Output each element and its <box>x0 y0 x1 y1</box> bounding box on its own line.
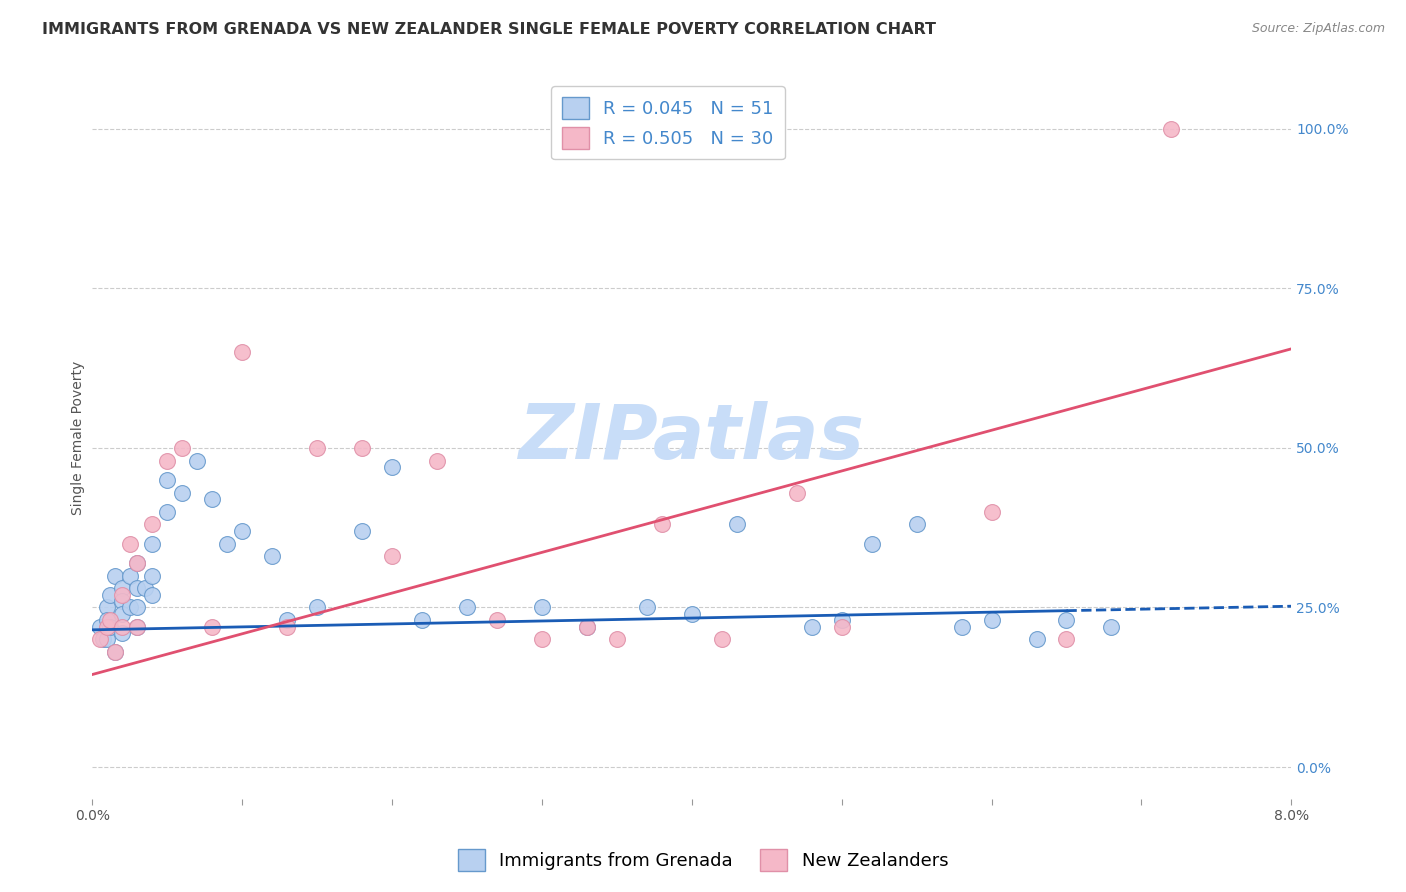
Point <box>305 441 328 455</box>
Point <box>636 600 658 615</box>
Point <box>905 517 928 532</box>
Point <box>172 485 194 500</box>
Point <box>426 453 449 467</box>
Point <box>305 600 328 615</box>
Point <box>134 582 156 596</box>
Point <box>217 536 239 550</box>
Point <box>104 645 127 659</box>
Point <box>96 620 118 634</box>
Point <box>156 505 179 519</box>
Point <box>575 620 598 634</box>
Point <box>786 485 808 500</box>
Point <box>141 588 163 602</box>
Point <box>1056 613 1078 627</box>
Point <box>651 517 673 532</box>
Point <box>831 620 853 634</box>
Point <box>127 620 149 634</box>
Point <box>111 626 134 640</box>
Point <box>141 517 163 532</box>
Point <box>118 568 141 582</box>
Point <box>381 460 404 475</box>
Point <box>231 345 253 359</box>
Point <box>111 582 134 596</box>
Point <box>118 536 141 550</box>
Point <box>156 453 179 467</box>
Point <box>276 613 298 627</box>
Point <box>456 600 478 615</box>
Point <box>141 568 163 582</box>
Point <box>530 632 553 647</box>
Point <box>111 594 134 608</box>
Legend: Immigrants from Grenada, New Zealanders: Immigrants from Grenada, New Zealanders <box>450 842 956 879</box>
Point <box>606 632 628 647</box>
Point <box>350 441 373 455</box>
Point <box>201 620 224 634</box>
Point <box>800 620 823 634</box>
Point <box>104 568 127 582</box>
Point <box>710 632 733 647</box>
Point <box>127 556 149 570</box>
Point <box>98 620 121 634</box>
Y-axis label: Single Female Poverty: Single Female Poverty <box>72 361 86 516</box>
Point <box>89 620 111 634</box>
Point <box>1160 121 1182 136</box>
Point <box>104 645 127 659</box>
Point <box>127 620 149 634</box>
Point <box>530 600 553 615</box>
Point <box>860 536 883 550</box>
Point <box>156 473 179 487</box>
Point <box>276 620 298 634</box>
Point <box>231 524 253 538</box>
Point <box>950 620 973 634</box>
Point <box>1101 620 1123 634</box>
Point <box>201 491 224 506</box>
Point <box>89 632 111 647</box>
Point <box>1025 632 1047 647</box>
Point <box>260 549 283 564</box>
Point <box>186 453 208 467</box>
Text: IMMIGRANTS FROM GRENADA VS NEW ZEALANDER SINGLE FEMALE POVERTY CORRELATION CHART: IMMIGRANTS FROM GRENADA VS NEW ZEALANDER… <box>42 22 936 37</box>
Point <box>127 556 149 570</box>
Point <box>127 600 149 615</box>
Legend: R = 0.045   N = 51, R = 0.505   N = 30: R = 0.045 N = 51, R = 0.505 N = 30 <box>551 87 785 160</box>
Point <box>1056 632 1078 647</box>
Point <box>96 632 118 647</box>
Point <box>96 600 118 615</box>
Point <box>485 613 508 627</box>
Point <box>831 613 853 627</box>
Point <box>141 536 163 550</box>
Point <box>350 524 373 538</box>
Text: ZIPatlas: ZIPatlas <box>519 401 865 475</box>
Point <box>118 600 141 615</box>
Point <box>681 607 703 621</box>
Point <box>91 632 114 647</box>
Point <box>725 517 748 532</box>
Point <box>980 613 1002 627</box>
Point <box>411 613 433 627</box>
Point <box>127 582 149 596</box>
Point <box>98 613 121 627</box>
Point <box>575 620 598 634</box>
Point <box>381 549 404 564</box>
Point <box>111 607 134 621</box>
Point <box>96 613 118 627</box>
Point <box>111 620 134 634</box>
Point <box>98 588 121 602</box>
Text: Source: ZipAtlas.com: Source: ZipAtlas.com <box>1251 22 1385 36</box>
Point <box>980 505 1002 519</box>
Point <box>172 441 194 455</box>
Point <box>111 588 134 602</box>
